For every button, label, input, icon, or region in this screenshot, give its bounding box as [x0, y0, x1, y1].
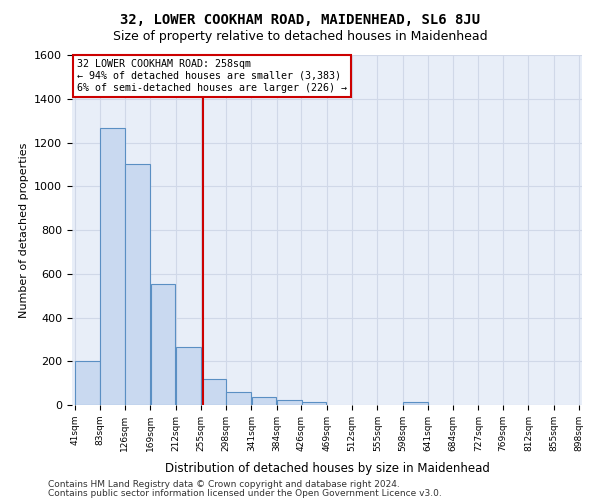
Bar [403, 402, 428, 405]
Text: Contains HM Land Registry data © Crown copyright and database right 2024.: Contains HM Land Registry data © Crown c… [48, 480, 400, 489]
X-axis label: Distribution of detached houses by size in Maidenhead: Distribution of detached houses by size … [164, 462, 490, 475]
Y-axis label: Number of detached properties: Number of detached properties [19, 142, 29, 318]
Bar [176, 347, 200, 405]
Text: Size of property relative to detached houses in Maidenhead: Size of property relative to detached ho… [113, 30, 487, 43]
Bar [151, 284, 175, 405]
Bar [75, 361, 100, 405]
Bar [302, 402, 326, 405]
Bar [226, 392, 251, 405]
Bar [201, 379, 226, 405]
Bar [125, 164, 150, 405]
Text: 32 LOWER COOKHAM ROAD: 258sqm
← 94% of detached houses are smaller (3,383)
6% of: 32 LOWER COOKHAM ROAD: 258sqm ← 94% of d… [77, 60, 347, 92]
Bar [100, 128, 125, 405]
Bar [277, 400, 302, 405]
Text: Contains public sector information licensed under the Open Government Licence v3: Contains public sector information licen… [48, 488, 442, 498]
Text: 32, LOWER COOKHAM ROAD, MAIDENHEAD, SL6 8JU: 32, LOWER COOKHAM ROAD, MAIDENHEAD, SL6 … [120, 12, 480, 26]
Bar [252, 398, 277, 405]
